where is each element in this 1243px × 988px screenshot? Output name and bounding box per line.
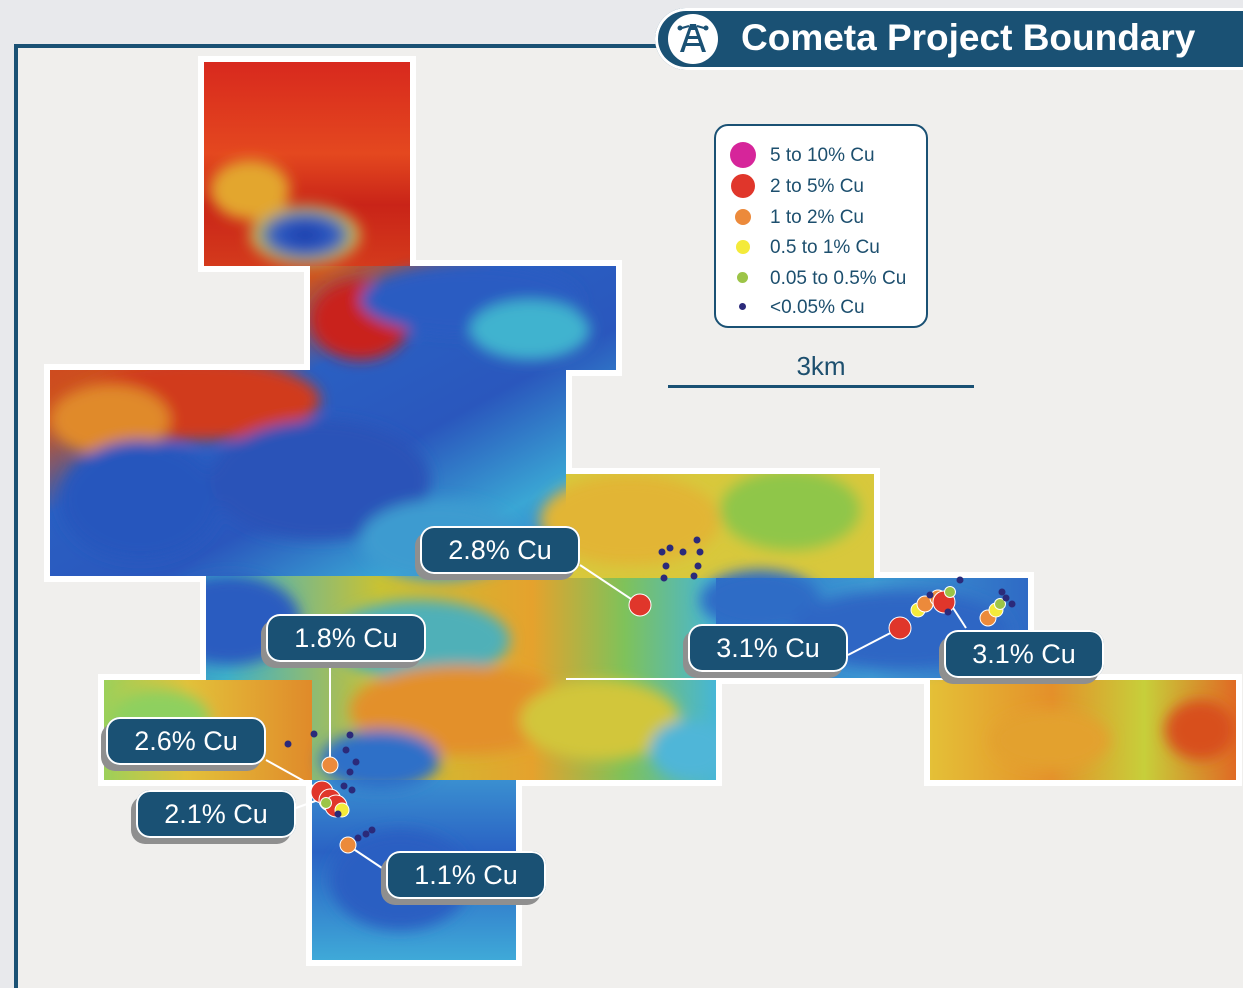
drill-hole-marker[interactable] (658, 548, 666, 556)
legend-label: 5 to 10% Cu (770, 145, 875, 166)
drill-hole-marker[interactable] (339, 836, 357, 854)
legend-swatch-icon (739, 303, 746, 310)
legend-item: 2 to 5% Cu (716, 171, 926, 201)
legend-label: 0.05 to 0.5% Cu (770, 268, 907, 289)
drill-hole-marker[interactable] (662, 562, 670, 570)
page-title: Cometa Project Boundary (741, 17, 1196, 58)
drill-hole-marker[interactable] (342, 746, 350, 754)
legend-label: 0.5 to 1% Cu (770, 237, 880, 258)
title-banner (655, 8, 1243, 70)
drill-hole-marker[interactable] (320, 797, 332, 809)
drill-hole-marker[interactable] (696, 548, 704, 556)
legend-label: 2 to 5% Cu (770, 176, 864, 197)
drill-hole-marker[interactable] (679, 548, 687, 556)
legend-swatch-icon (737, 272, 748, 283)
assay-callout[interactable]: 2.8% Cu (420, 526, 580, 574)
assay-callout[interactable]: 1.8% Cu (266, 614, 426, 662)
legend-item: <0.05% Cu (716, 292, 926, 322)
assay-callout[interactable]: 3.1% Cu (688, 624, 848, 672)
drill-hole-marker[interactable] (346, 768, 354, 776)
drill-hole-marker[interactable] (944, 608, 952, 616)
drill-hole-marker[interactable] (660, 574, 668, 582)
scale-bar (668, 385, 974, 388)
drill-hole-marker[interactable] (690, 572, 698, 580)
drill-hole-marker[interactable] (666, 544, 674, 552)
legend-swatch-icon (731, 174, 755, 198)
drill-hole-marker[interactable] (368, 826, 376, 834)
copper-grade-legend: 5 to 10% Cu 2 to 5% Cu 1 to 2% Cu 0.5 to… (714, 124, 928, 328)
drill-hole-marker[interactable] (354, 834, 362, 842)
drill-hole-marker[interactable] (321, 756, 339, 774)
drill-hole-marker[interactable] (944, 586, 956, 598)
legend-swatch-icon (735, 209, 751, 225)
legend-swatch-icon (730, 142, 756, 168)
drill-hole-marker[interactable] (693, 536, 701, 544)
drill-hole-marker[interactable] (362, 830, 370, 838)
legend-label: <0.05% Cu (770, 297, 865, 318)
legend-swatch-icon (736, 240, 750, 254)
drill-hole-marker[interactable] (346, 731, 354, 739)
drill-hole-marker[interactable] (998, 588, 1006, 596)
scale-bar-label: 3km (796, 351, 846, 381)
legend-item: 1 to 2% Cu (716, 202, 926, 232)
drill-hole-marker[interactable] (926, 591, 934, 599)
callout-leader-lines (265, 564, 967, 871)
drill-hole-marker[interactable] (956, 576, 964, 584)
drill-hole-marker[interactable] (348, 786, 356, 794)
assay-callout[interactable]: 1.1% Cu (386, 851, 546, 899)
legend-item: 0.05 to 0.5% Cu (716, 263, 926, 293)
assay-callout[interactable]: 3.1% Cu (944, 630, 1104, 678)
drill-hole-marker[interactable] (694, 562, 702, 570)
drill-hole-marker[interactable] (1002, 594, 1010, 602)
drill-hole-marker[interactable] (334, 810, 342, 818)
drill-hole-marker[interactable] (284, 740, 292, 748)
drill-hole-marker[interactable] (340, 782, 348, 790)
drill-hole-marker[interactable] (628, 593, 652, 617)
magnetic-intensity-raster (50, 62, 1236, 960)
assay-callout[interactable]: 2.1% Cu (136, 790, 296, 838)
drill-hole-marker[interactable] (352, 758, 360, 766)
drill-hole-marker[interactable] (310, 730, 318, 738)
legend-label: 1 to 2% Cu (770, 207, 864, 228)
drill-hole-marker[interactable] (994, 598, 1006, 610)
mine-headframe-icon (668, 14, 718, 64)
assay-callout[interactable]: 2.6% Cu (106, 717, 266, 765)
legend-item: 0.5 to 1% Cu (716, 232, 926, 262)
legend-item: 5 to 10% Cu (716, 140, 926, 170)
drill-hole-marker[interactable] (888, 616, 912, 640)
drill-hole-marker[interactable] (1008, 600, 1016, 608)
drill-hole-samples[interactable] (284, 536, 1016, 854)
